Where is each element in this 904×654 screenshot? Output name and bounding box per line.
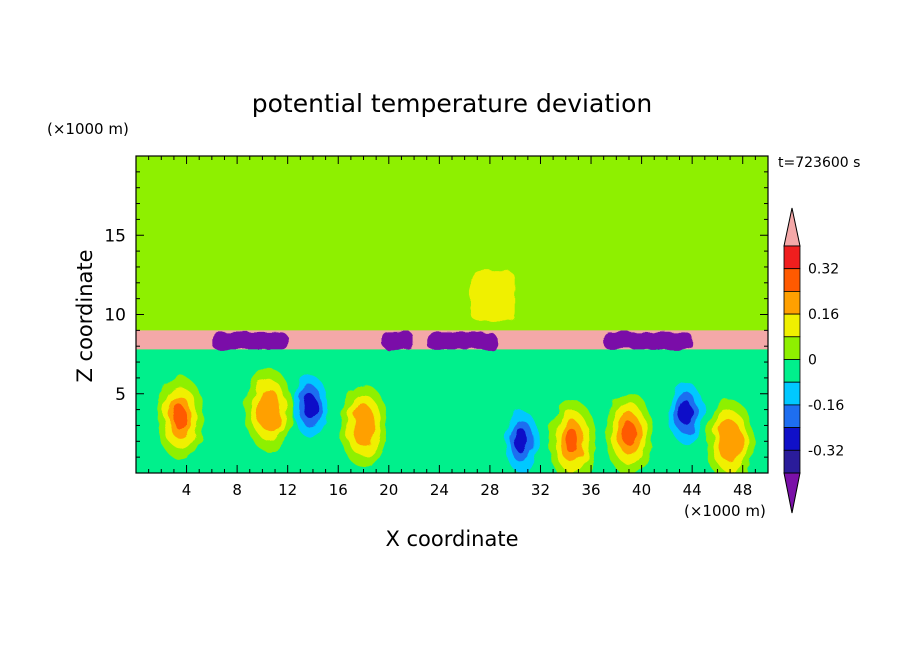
colorbar-box xyxy=(783,381,801,406)
colorbar-max-arrow xyxy=(783,207,801,247)
x-tick-label: 12 xyxy=(278,481,297,499)
colorbar-tick-label: 0 xyxy=(808,353,817,369)
y-tick-label: 15 xyxy=(104,226,126,246)
colorbar-tick-label: 0.16 xyxy=(808,307,839,323)
field-dark-band xyxy=(603,332,693,350)
plot-area xyxy=(136,156,768,473)
x-unit-label: (×1000 m) xyxy=(684,502,766,520)
colorbar: 0.32 0.16 0 -0.16 -0.32 xyxy=(783,207,844,514)
colorbar-box xyxy=(783,359,801,383)
x-axis: 4 8 12 16 20 24 28 32 36 40 44 48 xyxy=(148,156,756,499)
field-warm-core xyxy=(470,270,516,323)
field-eddy xyxy=(565,429,579,454)
field-eddy xyxy=(718,420,742,463)
x-tick-label: 16 xyxy=(329,481,348,499)
field-eddy xyxy=(173,405,188,430)
colorbar-box xyxy=(783,404,801,428)
x-tick-label: 36 xyxy=(581,481,600,499)
y-tick-label: 5 xyxy=(115,385,126,405)
colorbar-box xyxy=(783,290,801,315)
field-lower-region xyxy=(136,349,768,473)
field-eddy xyxy=(514,429,529,454)
field-eddies xyxy=(156,364,754,473)
colorbar-box xyxy=(783,313,801,338)
colorbar-tick-label: -0.16 xyxy=(808,398,844,414)
x-tick-label: 8 xyxy=(232,481,242,499)
y-axis: 5 10 15 xyxy=(104,171,768,458)
x-tick-label: 44 xyxy=(683,481,702,499)
x-tick-label: 32 xyxy=(531,481,550,499)
colorbar-tick-label: -0.32 xyxy=(808,443,844,459)
field-eddy xyxy=(622,421,636,446)
y-unit-label: (×1000 m) xyxy=(47,120,129,138)
field-dark-band xyxy=(382,332,415,350)
field-eddy xyxy=(679,400,693,425)
colorbar-min-arrow xyxy=(783,472,801,514)
field-dark-band xyxy=(211,332,288,350)
colorbar-box xyxy=(783,449,801,474)
field-eddy xyxy=(351,404,376,447)
colorbar-box xyxy=(783,245,801,270)
time-label: t=723600 s xyxy=(778,155,860,171)
x-axis-label: X coordinate xyxy=(385,527,518,551)
x-tick-label: 20 xyxy=(379,481,398,499)
x-tick-label: 48 xyxy=(733,481,752,499)
colorbar-tick-label: 0.32 xyxy=(808,262,839,278)
x-tick-label: 28 xyxy=(480,481,499,499)
field-eddy xyxy=(256,388,281,431)
colorbar-box xyxy=(783,268,801,292)
x-tick-label: 40 xyxy=(632,481,651,499)
x-tick-label: 24 xyxy=(430,481,449,499)
chart-title: potential temperature deviation xyxy=(252,89,652,118)
y-tick-label: 10 xyxy=(104,306,126,326)
colorbar-box xyxy=(783,336,801,360)
y-axis-label: Z coordinate xyxy=(73,249,97,382)
field-dark-band xyxy=(426,332,497,350)
colorbar-box xyxy=(783,427,801,451)
field-eddy xyxy=(303,394,318,419)
x-tick-label: 4 xyxy=(182,481,192,499)
